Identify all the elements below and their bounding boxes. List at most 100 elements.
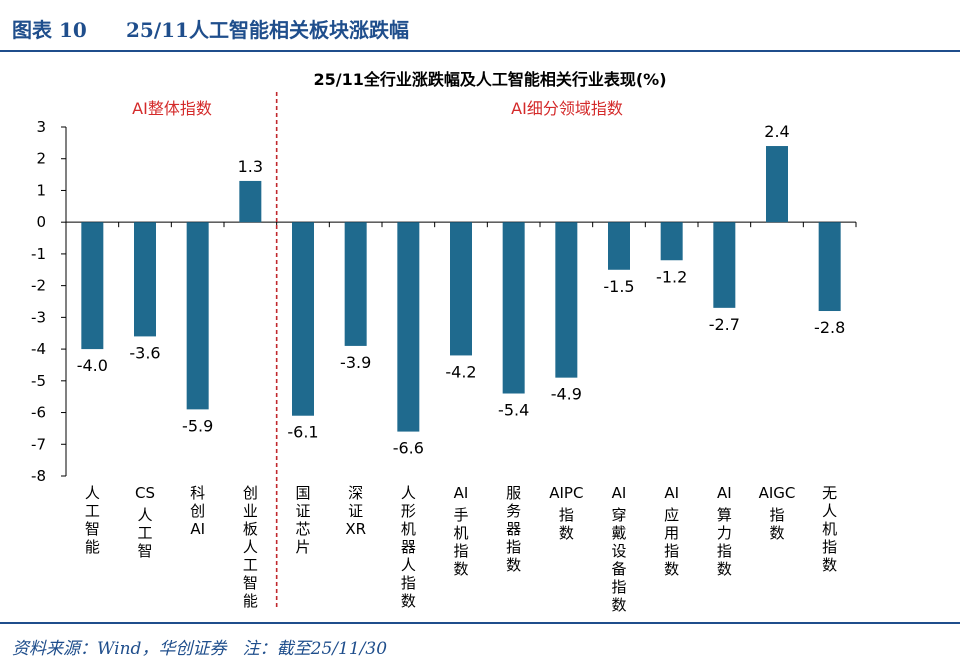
y-tick-label: -4 [31,340,46,358]
category-label-segment: 无 [822,484,837,502]
y-tick-label: 3 [36,118,46,136]
bar-6 [344,222,367,346]
category-label-segment: 工 [137,524,152,542]
category-label-segment: 智 [137,542,152,560]
category-label-segment: AI [612,484,627,502]
category-label-segment: 人 [822,502,837,520]
category-label-segment: 数 [453,560,468,578]
category-label-segment: 指 [401,574,416,592]
chart-title: 25/11全行业涨跌幅及人工智能相关行业表现(%) [313,70,666,89]
category-label-segment: 人 [243,538,258,556]
bar-10 [555,222,578,378]
category-label-14: AIGC 指数 [759,484,796,542]
group-label-ai-overall: AI整体指数 [132,99,212,118]
bar-2 [134,222,156,337]
category-label-segment: 数 [506,556,521,574]
data-label-6: -3.9 [340,353,371,372]
y-tick-label: -3 [31,308,46,326]
category-label-4: 创业板人工智能 [243,484,258,610]
category-label-segment: 指 [664,542,679,560]
data-label-9: -5.4 [498,401,529,420]
category-label-segment: 创 [243,484,258,502]
category-label-segment: 工 [243,556,258,574]
category-label-1: 人工智能 [85,484,100,556]
bar-7 [397,222,420,432]
y-tick-label: 0 [36,213,46,231]
category-label-segment: AIPC [549,484,583,502]
category-label-15: 无人机指数 [822,484,837,574]
data-label-7: -6.6 [393,439,424,458]
category-label-segment: 指 [717,542,732,560]
category-label-segment: 服 [506,484,521,502]
category-label-2: CS 人工智 [135,484,155,560]
category-label-segment: 能 [85,538,100,556]
category-label-segment: 科 [190,484,205,502]
bar-8 [450,222,472,356]
category-label-segment: 证 [348,502,363,520]
category-label-segment: 指 [559,506,574,524]
category-label-segment: AIGC [759,484,796,502]
data-label-10: -4.9 [551,385,582,404]
y-tick-label: -8 [31,467,46,485]
source-note: 资料来源：Wind，华创证券 注：截至25/11/30 [12,639,388,659]
category-label-segment: CS [135,484,155,502]
category-label-segment: 芯 [295,520,310,538]
bar-chart: 25/11全行业涨跌幅及人工智能相关行业表现(%) AI整体指数 AI细分领域指… [31,70,857,614]
category-label-segment: 人 [85,484,100,502]
category-label-segment: 业 [243,502,258,520]
category-label-5: 国证芯片 [295,484,310,556]
y-tick-label: -2 [31,277,46,295]
y-tick-label: -7 [31,435,46,453]
data-label-3: -5.9 [182,416,213,435]
category-label-segment: 数 [822,556,837,574]
group-label-ai-segments: AI细分领域指数 [511,99,623,118]
figure-title: 25/11人工智能相关板块涨跌幅 [126,18,409,42]
category-label-segment: 板 [243,520,258,538]
category-label-segment: 戴 [611,524,626,542]
y-tick-label: -1 [31,245,46,263]
figure-label: 图表 10 [12,18,87,42]
category-label-10: AIPC 指数 [549,484,583,542]
category-label-segment: 务 [506,502,521,520]
category-label-segment: 智 [243,574,258,592]
category-label-segment: 设 [611,542,626,560]
category-label-segment: 国 [295,484,310,502]
data-label-2: -3.6 [129,343,160,362]
category-label-segment: 应 [664,506,679,524]
data-label-15: -2.8 [814,318,845,337]
category-label-segment: 指 [822,538,837,556]
y-tick-label: -5 [31,372,46,390]
category-label-6: 深证 XR [345,484,366,538]
category-label-segment: 机 [822,520,837,538]
category-label-segment: 穿 [611,506,626,524]
category-label-segment: 人 [401,556,416,574]
figure-footer: 资料来源：Wind，华创证券 注：截至25/11/30 [0,622,960,669]
bar-1 [81,222,104,350]
category-label-segment: 片 [295,538,310,556]
category-label-9: 服务器指数 [506,484,521,574]
data-label-4: 1.3 [238,157,263,176]
bar-5 [292,222,314,416]
category-label-segment: 力 [717,524,732,542]
category-label-segment: 机 [453,524,468,542]
category-label-segment: 备 [611,560,626,578]
category-label-segment: 能 [243,592,258,610]
category-label-segment: AI [717,484,732,502]
data-label-5: -6.1 [287,423,318,442]
category-label-11: AI 穿戴设备指数 [611,484,626,614]
category-label-segment: 数 [717,560,732,578]
category-label-segment: AI [664,484,679,502]
category-label-segment: AI [190,520,205,538]
category-label-segment: 数 [769,524,784,542]
data-label-14: 2.4 [764,122,789,141]
bar-13 [713,222,736,308]
category-label-segment: 机 [401,520,416,538]
category-label-segment: 器 [401,538,416,556]
chart-area: 25/11全行业涨跌幅及人工智能相关行业表现(%) AI整体指数 AI细分领域指… [0,52,960,622]
bar-11 [608,222,630,270]
category-label-segment: 用 [664,524,679,542]
category-label-segment: 算 [717,506,732,524]
bar-14 [766,146,788,223]
category-label-segment: 手 [453,506,468,524]
category-label-segment: 形 [401,502,416,520]
